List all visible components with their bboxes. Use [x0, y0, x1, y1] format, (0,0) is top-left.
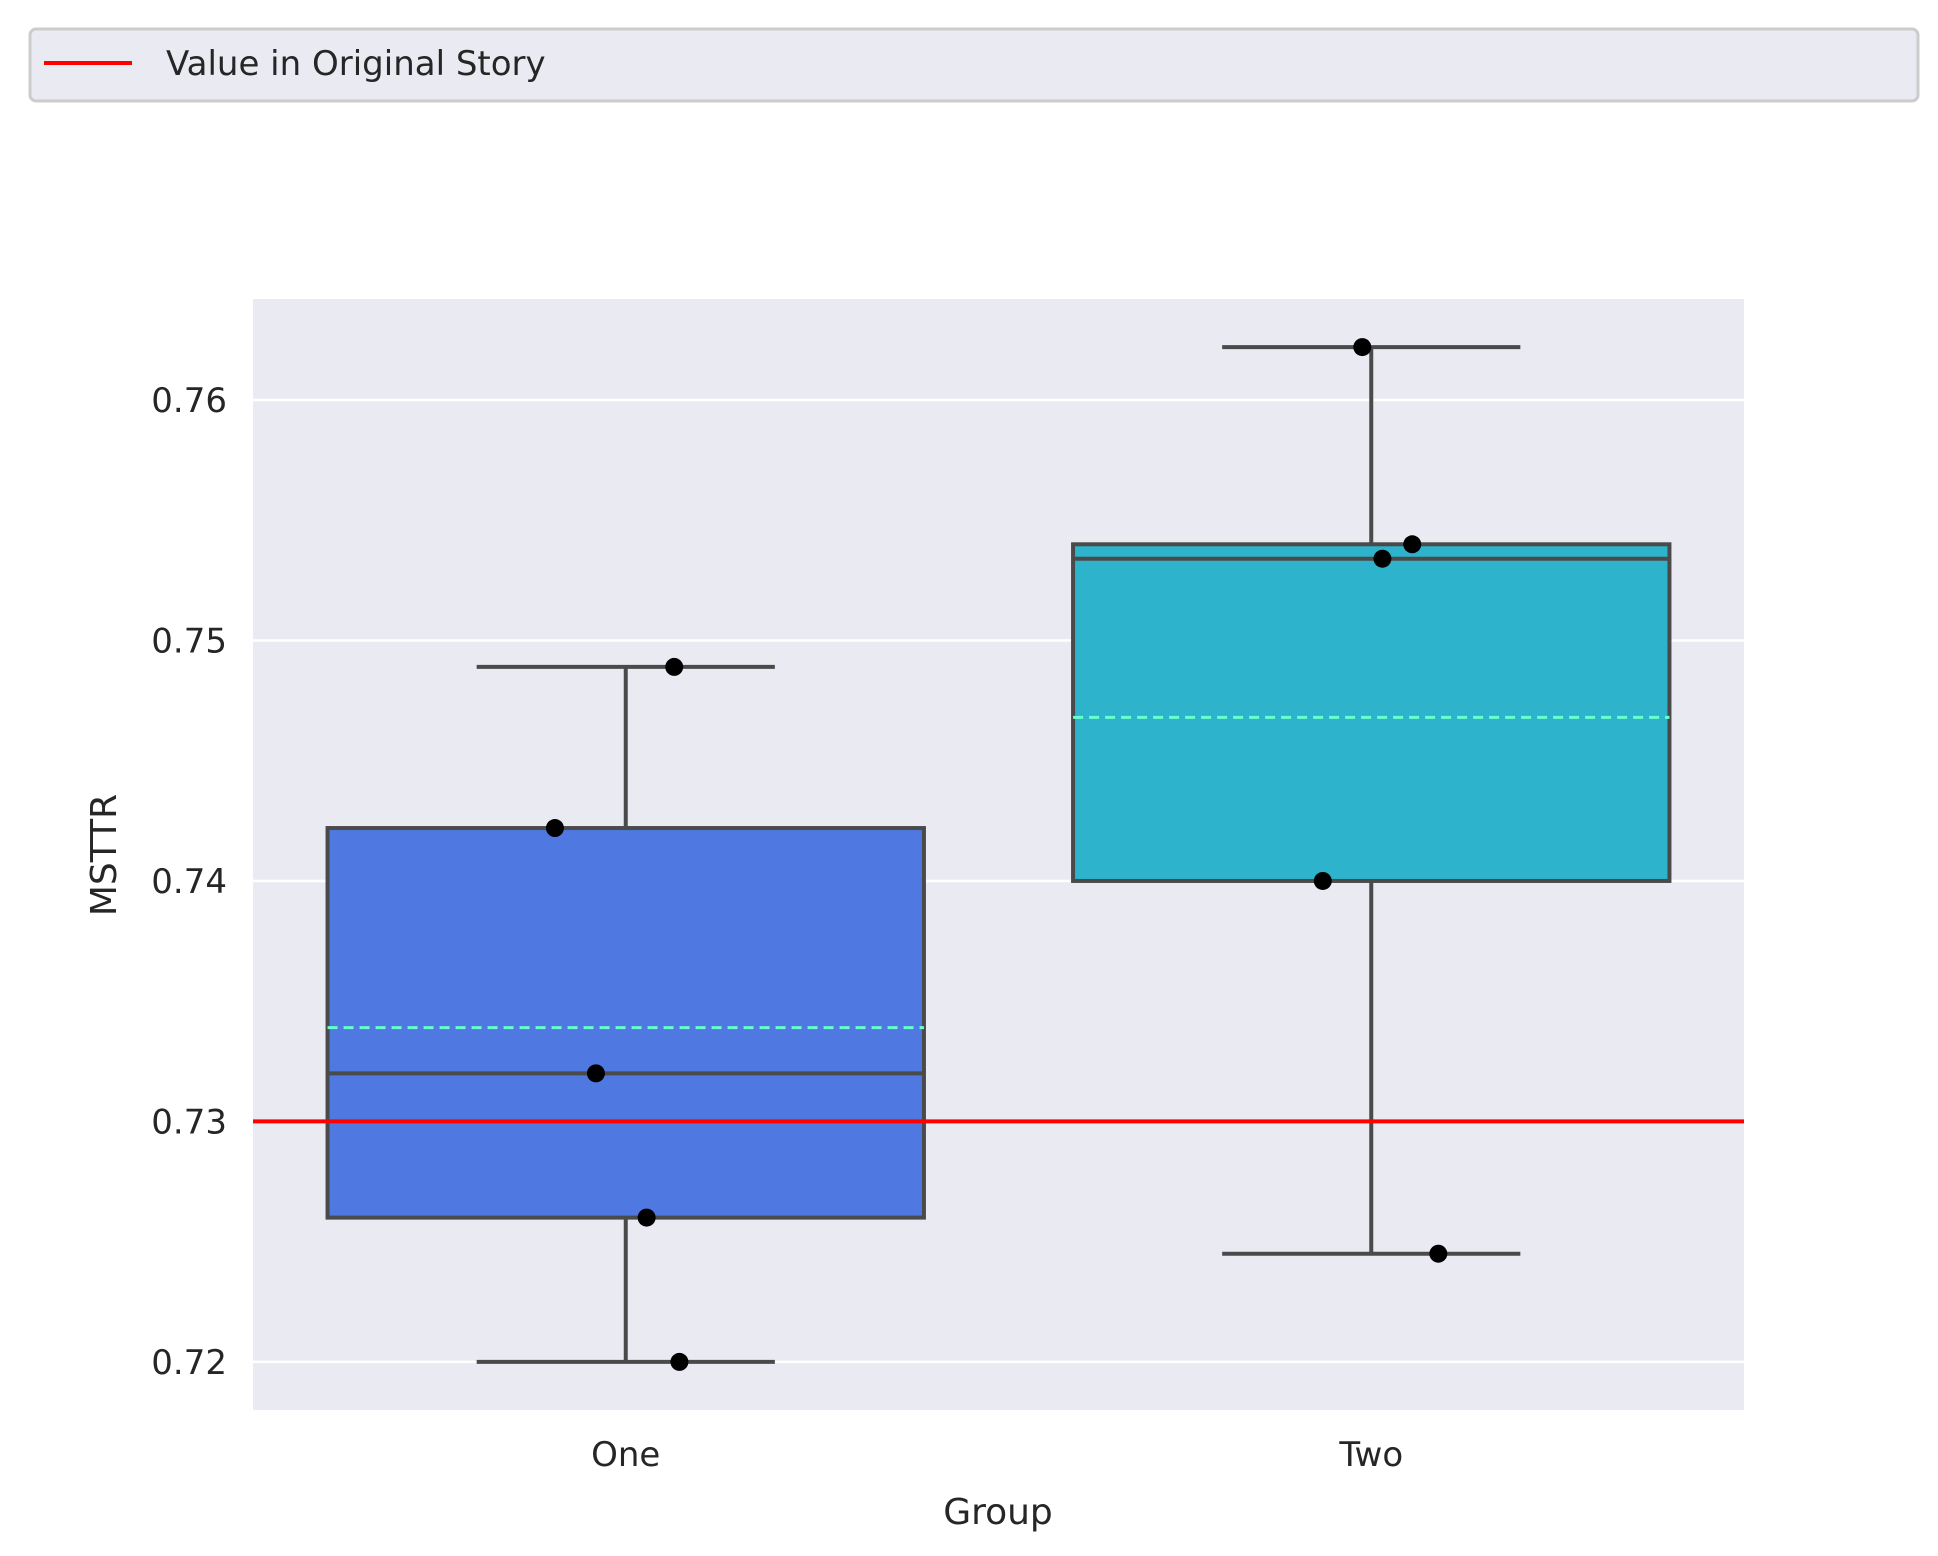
- data-points: [545, 338, 1448, 1371]
- data-point: [545, 819, 564, 838]
- data-point: [586, 1064, 605, 1083]
- y-tick-label: 0.72: [151, 1343, 227, 1383]
- x-tick-label: Two: [1338, 1435, 1403, 1475]
- y-tick-label: 0.73: [151, 1102, 227, 1142]
- data-point: [670, 1352, 689, 1371]
- legend-frame: [28, 27, 1920, 103]
- data-point: [1429, 1244, 1448, 1263]
- data-point: [1403, 535, 1422, 554]
- box-one: [325, 664, 926, 1364]
- box-plots: [325, 345, 1672, 1364]
- data-point: [1313, 871, 1332, 890]
- box-two: [1071, 345, 1672, 1256]
- x-tick-label: One: [591, 1435, 660, 1475]
- data-point: [637, 1208, 656, 1227]
- box-body: [1071, 542, 1672, 883]
- data-point: [665, 657, 684, 676]
- legend: Value in Original Story: [28, 27, 1920, 103]
- x-axis-label: Group: [943, 1492, 1053, 1533]
- x-axis-ticks: One Two: [591, 1435, 1403, 1475]
- box-body: [325, 826, 926, 1220]
- y-tick-label: 0.75: [151, 621, 227, 661]
- y-tick-label: 0.74: [151, 862, 227, 902]
- y-axis-label: MSTTR: [84, 794, 125, 916]
- y-axis-ticks: 0.72 0.73 0.74 0.75 0.76: [151, 381, 227, 1383]
- data-point: [1373, 549, 1392, 568]
- data-point: [1353, 338, 1372, 357]
- y-tick-label: 0.76: [151, 381, 227, 421]
- legend-label-reference-line: Value in Original Story: [166, 44, 546, 84]
